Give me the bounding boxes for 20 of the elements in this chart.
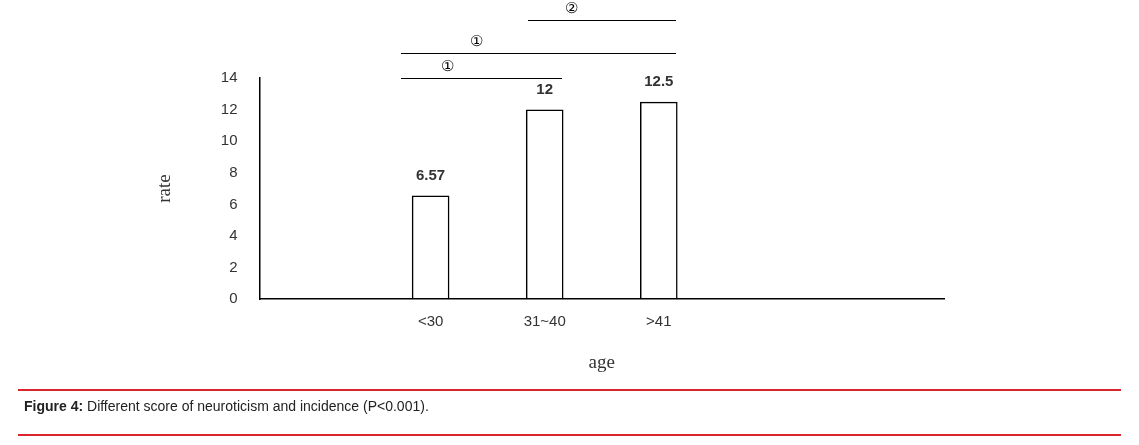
x-tick-label: <30 [417, 312, 444, 330]
caption: Figure 4: Different score of neuroticism and incidence (P<0.001). [24, 398, 429, 414]
x-axis-title: age [588, 350, 615, 372]
y-tick-label: 6 [229, 194, 238, 212]
y-tick-label: 14 [220, 68, 238, 86]
y-tick-label: 4 [229, 226, 238, 244]
x-tick-label: 31~40 [523, 312, 566, 330]
y-tick-label: 0 [229, 289, 238, 307]
comparison-bracket: ① [400, 58, 562, 79]
y-tick-label: 12 [220, 99, 238, 117]
x-tick-label: >41 [646, 312, 672, 330]
y-tick-label: 10 [220, 131, 238, 149]
data-label: 12 [536, 80, 554, 98]
y-tick-label: 8 [229, 162, 238, 180]
comparison-bracket: ① [400, 32, 676, 54]
comparison-bracket: ② [527, 0, 676, 21]
y-tick-label: 2 [229, 257, 238, 275]
data-label: 12.5 [644, 72, 674, 90]
y-axis-title: rate [153, 174, 175, 203]
data-label: 6.57 [416, 166, 446, 184]
